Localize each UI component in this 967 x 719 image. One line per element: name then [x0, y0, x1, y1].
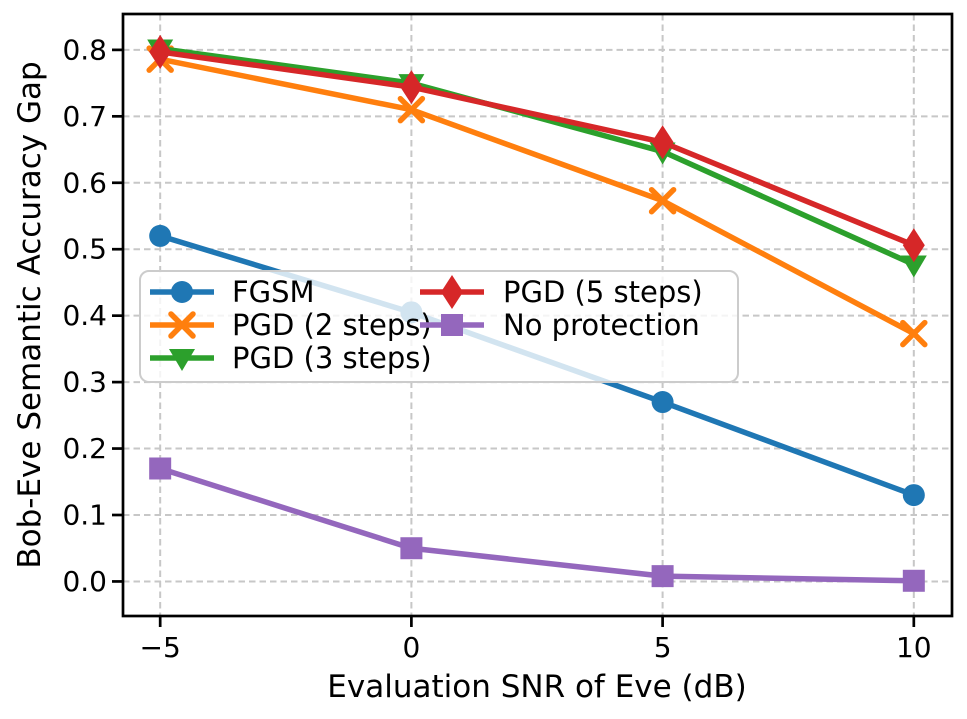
y-tick-label: 0.4	[62, 299, 107, 332]
x-tick-label: 0	[402, 631, 420, 664]
x-marker	[168, 311, 196, 339]
y-tick-label: 0.8	[62, 33, 107, 66]
diamond-marker	[400, 70, 423, 105]
y-tick-label: 0.3	[62, 366, 107, 399]
legend-item: PGD (3 steps)	[150, 341, 432, 375]
x-marker	[397, 95, 426, 124]
diamond-marker	[902, 228, 925, 263]
x-tick-label: −5	[140, 631, 181, 664]
y-tick-label: 0.1	[62, 499, 107, 532]
tick-labels: 0.0 0.1 0.2 0.3 0.4 0.5 0.6 0.7 0.8 −5 0 5 10	[62, 33, 931, 664]
legend-item: PGD (2 steps)	[150, 308, 432, 342]
x-marker	[648, 186, 677, 215]
square-marker	[651, 565, 674, 588]
legend-label: No protection	[503, 308, 700, 342]
square-marker	[441, 314, 463, 336]
series-pgd-3-steps	[147, 39, 927, 278]
square-marker	[149, 457, 172, 480]
y-axis-label: Bob-Eve Semantic Accuracy Gap	[12, 61, 48, 568]
triangle-down-marker	[900, 255, 927, 278]
square-marker	[902, 569, 925, 592]
series-line	[159, 49, 915, 248]
circle-marker	[651, 391, 674, 414]
circle-marker	[902, 484, 925, 507]
series-pgd-5-steps	[149, 34, 925, 263]
diamond-marker	[651, 125, 674, 160]
legend-label: FGSM	[232, 275, 315, 309]
y-tick-label: 0.5	[62, 233, 107, 266]
y-tick-label: 0.7	[62, 100, 107, 133]
x-tick-label: 5	[654, 631, 672, 664]
legend-label: PGD (3 steps)	[232, 341, 432, 375]
circle-marker	[171, 281, 193, 303]
axis-ticks	[112, 48, 916, 627]
legend-item: PGD (5 steps)	[420, 275, 703, 309]
triangle-down-marker	[169, 349, 195, 371]
y-tick-label: 0.2	[62, 432, 107, 465]
y-tick-label: 0.0	[62, 565, 107, 598]
square-marker	[400, 537, 423, 560]
legend-item: No protection	[420, 308, 700, 342]
y-tick-label: 0.6	[62, 166, 107, 199]
x-axis-label: Evaluation SNR of Eve (dB)	[327, 669, 746, 705]
x-tick-label: 10	[896, 631, 932, 664]
legend-label: PGD (5 steps)	[503, 275, 703, 309]
diamond-marker	[149, 34, 172, 69]
series-line	[159, 465, 914, 584]
legend-label: PGD (2 steps)	[232, 308, 432, 342]
x-marker	[900, 319, 928, 348]
diamond-marker	[441, 275, 463, 309]
legend-item: FGSM	[150, 275, 315, 309]
circle-marker	[149, 224, 172, 247]
series-no-protection	[149, 457, 925, 592]
series-line	[159, 56, 916, 337]
